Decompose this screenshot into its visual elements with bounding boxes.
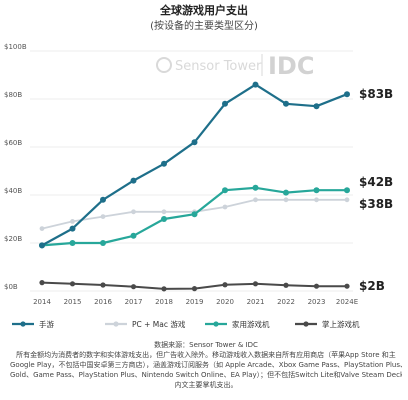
data-point-console — [283, 189, 289, 196]
chart-subtitle: (按设备的主要类型区分) — [150, 19, 258, 32]
data-point-mobile — [69, 225, 76, 232]
data-point-handheld — [283, 282, 289, 288]
data-point-handheld — [191, 286, 198, 292]
grid — [30, 50, 353, 292]
data-point-pc_mac — [283, 197, 289, 203]
data-point-mobile — [191, 139, 198, 146]
data-point-pc_mac — [253, 197, 258, 203]
legend: 手游 PC + Mac 游戏 家用游戏机 掌上游戏机 — [12, 319, 360, 329]
legend-label-mobile: 手游 — [39, 319, 54, 329]
x-tick-label: 2018 — [155, 298, 173, 306]
footnote-line: 数据来源：Sensor Tower & IDC — [154, 341, 258, 349]
series — [39, 81, 350, 292]
data-point-console — [252, 184, 259, 191]
data-point-handheld — [252, 281, 259, 287]
x-tick-label: 2022 — [277, 298, 295, 306]
x-tick-label: 2021 — [247, 298, 265, 306]
data-point-pc_mac — [100, 214, 106, 220]
footnote-line: Google Play，不包括中国安卓第三方商店），涵盖游戏订阅服务（如 App… — [10, 361, 402, 369]
x-tick-label: 2014 — [33, 298, 51, 306]
data-point-mobile — [283, 100, 289, 107]
data-point-pc_mac — [314, 197, 319, 203]
data-point-pc_mac — [131, 209, 136, 215]
y-tick-label: $60B — [4, 139, 22, 147]
footnote: 数据来源：Sensor Tower & IDC 所有金额均为消费者的数字和实体游… — [10, 340, 402, 390]
data-point-mobile — [100, 196, 106, 203]
legend-marker-mobile — [20, 321, 26, 327]
data-point-console — [344, 187, 350, 194]
watermark-idc: IDC — [268, 52, 314, 80]
end-label-handheld: $2B — [359, 279, 385, 293]
footnote-line: Gold、Game Pass、PlayStation Plus、Nintendo… — [10, 371, 402, 379]
footnote-line: 所有金额均为消费者的数字和实体游戏支出，但广告收入除外。移动游戏收入数据来自所有… — [16, 351, 396, 359]
data-point-console — [69, 240, 76, 246]
y-tick-label: $0B — [4, 283, 18, 291]
data-point-handheld — [39, 280, 45, 286]
series-line-mobile — [41, 83, 348, 247]
data-point-pc_mac — [161, 209, 167, 215]
watermark-sensor-tower: Sensor Tower — [175, 59, 262, 74]
data-point-mobile — [313, 103, 320, 110]
data-point-mobile — [252, 81, 259, 88]
y-tick-label: $100B — [4, 43, 27, 51]
y-tick-label: $20B — [4, 235, 22, 243]
chart-svg: 全球游戏用户支出 (按设备的主要类型区分) Sensor Tower IDC $… — [4, 3, 393, 329]
footnote-line: 内文主要掌机支出。 — [174, 381, 238, 389]
x-tick-label: 2016 — [94, 298, 112, 306]
y-tick-label: $40B — [4, 187, 22, 195]
end-label-pc_mac: $38B — [359, 197, 393, 211]
legend-label-handheld: 掌上游戏机 — [322, 319, 360, 329]
data-point-console — [161, 216, 167, 222]
data-point-handheld — [161, 286, 167, 292]
data-point-mobile — [222, 100, 228, 107]
x-tick-label: 2020 — [216, 298, 234, 306]
legend-label-pc_mac: PC + Mac 游戏 — [132, 319, 186, 329]
data-point-pc_mac — [222, 204, 228, 210]
data-point-handheld — [222, 282, 228, 288]
data-point-pc_mac — [39, 226, 45, 232]
data-point-console — [222, 187, 228, 194]
end-labels: $38B $42B $2B $83B — [359, 87, 393, 293]
x-tick-label: 2017 — [125, 298, 143, 306]
data-point-mobile — [161, 160, 167, 167]
end-label-console: $42B — [359, 175, 393, 189]
data-point-handheld — [130, 284, 137, 290]
data-point-mobile — [130, 177, 137, 184]
x-tick-label: 2015 — [64, 298, 82, 306]
data-point-handheld — [69, 281, 76, 287]
watermark: Sensor Tower IDC — [156, 52, 314, 80]
data-point-console — [313, 187, 320, 194]
data-point-handheld — [313, 283, 320, 289]
x-axis: 2014 2015 2016 2017 2018 2019 2020 2021 2022 2023… — [33, 298, 358, 306]
legend-marker-pc_mac — [113, 321, 119, 327]
x-tick-label: 2019 — [186, 298, 204, 306]
data-point-handheld — [100, 282, 106, 288]
data-point-pc_mac — [344, 197, 350, 203]
x-tick-label: 2024E — [336, 298, 358, 306]
x-tick-label: 2023 — [308, 298, 326, 306]
end-label-mobile: $83B — [359, 87, 393, 101]
data-point-pc_mac — [70, 219, 75, 224]
sensor-tower-logo-icon — [156, 57, 172, 73]
y-axis: $0B $20B $40B $60B $80B $100B — [4, 43, 27, 291]
legend-label-console: 家用游戏机 — [232, 319, 270, 329]
legend-marker-handheld — [303, 321, 309, 327]
data-point-console — [130, 232, 137, 239]
data-point-mobile — [39, 242, 45, 249]
y-tick-label: $80B — [4, 91, 22, 99]
data-point-handheld — [344, 283, 350, 289]
chart-title: 全球游戏用户支出 — [159, 3, 248, 17]
legend-marker-console — [213, 321, 219, 327]
data-point-mobile — [344, 91, 350, 98]
data-point-console — [100, 240, 106, 246]
data-point-console — [191, 211, 198, 218]
